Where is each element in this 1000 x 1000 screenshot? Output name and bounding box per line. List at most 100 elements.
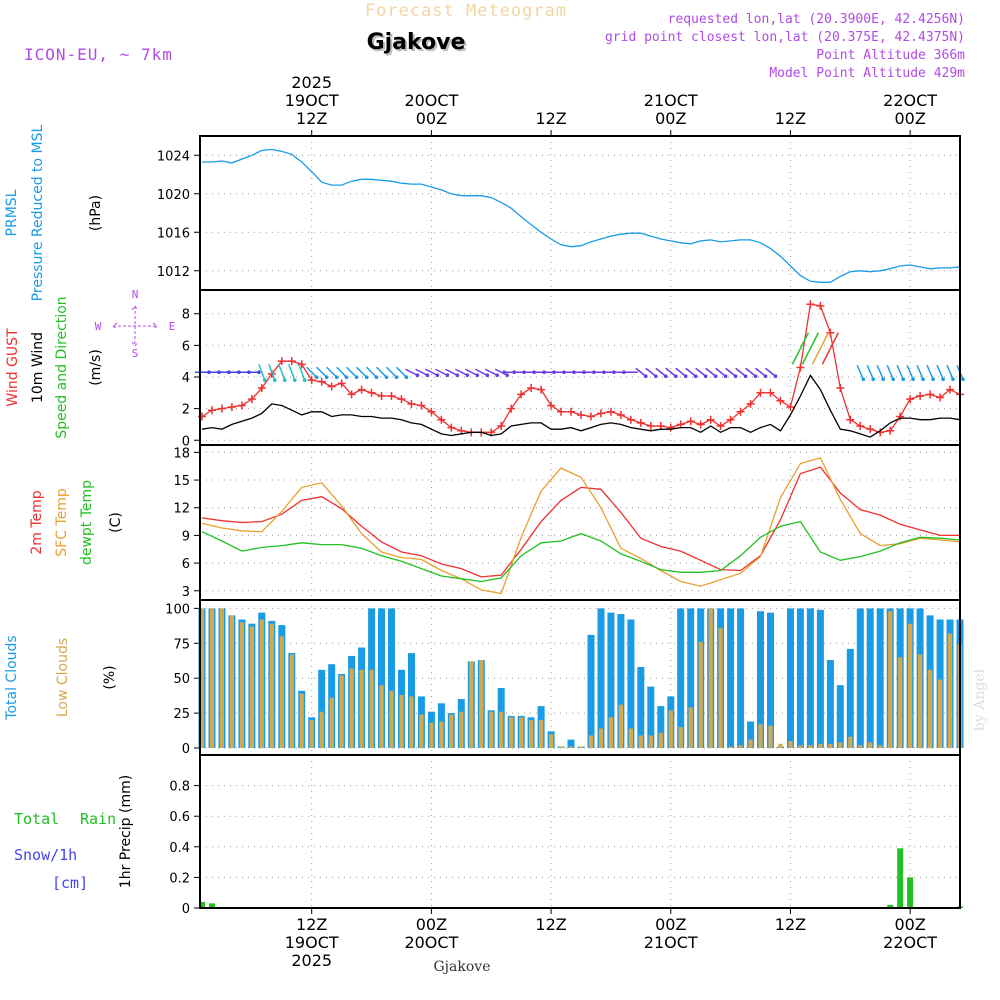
- low-cloud-bar: [439, 721, 444, 748]
- low-cloud-bar: [429, 722, 434, 748]
- precip-bar: [887, 904, 894, 908]
- low-cloud-bar: [888, 611, 893, 748]
- y-tick-label: 0.8: [169, 780, 190, 795]
- y-tick-label: 18: [173, 446, 190, 461]
- low-cloud-bar: [559, 746, 564, 748]
- wind-direction-arrow: [886, 364, 894, 380]
- wind-direction-arrow: [745, 367, 757, 377]
- wind-arrow-head: [445, 373, 450, 378]
- wind-arrow-head: [763, 374, 768, 379]
- total-cloud-bar: [826, 660, 834, 748]
- precip-bar: [897, 848, 904, 908]
- total-cloud-bar: [767, 612, 774, 749]
- gust-marker: [806, 300, 815, 309]
- wind-arrow-head: [572, 370, 576, 375]
- gust-marker: [337, 379, 346, 388]
- gust-marker: [726, 415, 735, 424]
- low-cloud-bar: [259, 619, 264, 748]
- wind-direction-arrow: [484, 368, 498, 376]
- total-cloud-bar: [637, 667, 645, 748]
- wind-direction-arrow: [494, 368, 508, 376]
- wind-direction-arrow: [916, 364, 924, 380]
- time-label: 12Z: [535, 109, 566, 128]
- wind-direction-arrow: [685, 367, 697, 377]
- low-cloud-bar: [449, 714, 454, 748]
- low-cloud-bar: [568, 746, 574, 748]
- low-cloud-bar: [878, 745, 883, 748]
- gust-marker: [207, 406, 216, 415]
- series-line-prmsl: [202, 148, 961, 283]
- wind-arrow-head: [263, 378, 267, 383]
- time-label: 12Z: [296, 915, 327, 934]
- wind-direction-arrow: [705, 367, 717, 377]
- low-cloud-bar: [329, 697, 334, 748]
- low-cloud-bar: [539, 720, 544, 748]
- wind-arrow-head: [465, 373, 470, 378]
- low-cloud-bar: [778, 743, 783, 748]
- low-cloud-bar: [389, 690, 394, 749]
- y-axis-label: 2m Temp: [29, 490, 45, 554]
- gust-marker: [517, 390, 526, 399]
- total-cloud-bar: [597, 608, 605, 748]
- wind-direction-arrow: [725, 367, 737, 377]
- wind-arrow-head: [364, 375, 369, 380]
- gust-marker: [507, 404, 516, 413]
- low-cloud-bar: [808, 745, 813, 748]
- time-label: 19OCT: [285, 91, 339, 110]
- wind-arrow-head: [592, 370, 596, 375]
- time-label: 22OCT: [883, 933, 937, 952]
- model-altitude: Model Point Altitude 429m: [769, 66, 965, 81]
- gust-marker: [696, 420, 705, 429]
- wind-arrow-head: [384, 375, 389, 380]
- total-cloud-bar: [657, 706, 665, 748]
- low-cloud-bar: [578, 746, 584, 748]
- low-cloud-bar: [409, 696, 414, 749]
- wind-direction-arrow: [326, 366, 338, 378]
- low-cloud-bar: [529, 720, 534, 748]
- gust-marker: [537, 385, 546, 394]
- wind-arrow-head: [683, 374, 688, 379]
- wind-arrow-head: [743, 374, 748, 379]
- low-cloud-bar: [309, 720, 314, 748]
- time-label: 20OCT: [404, 91, 458, 110]
- wind-direction-arrow: [258, 363, 266, 381]
- wind-direction-arrow: [336, 366, 348, 378]
- low-cloud-bar: [369, 669, 374, 748]
- panel-frame: [199, 444, 961, 601]
- gust-marker: [357, 385, 366, 394]
- time-label: 12Z: [775, 109, 806, 128]
- y-axis-label: Wind GUST: [5, 328, 21, 407]
- gust-marker: [906, 395, 915, 404]
- unit-label: (m/s): [88, 349, 104, 386]
- wind-arrow-head: [425, 373, 430, 378]
- wind-arrow-head: [435, 373, 440, 378]
- low-cloud-bar: [399, 695, 404, 749]
- total-cloud-bar: [836, 685, 844, 748]
- unit-label: (hPa): [88, 195, 104, 231]
- y-axis-label: Total Clouds: [4, 635, 20, 720]
- total-cloud-bar: [378, 608, 385, 748]
- low-cloud-bar: [628, 728, 633, 748]
- compass-s: S: [132, 347, 139, 360]
- low-cloud-bar: [718, 627, 723, 748]
- gust-marker: [646, 422, 655, 431]
- total-cloud-bar: [617, 614, 625, 749]
- gust-marker: [497, 422, 506, 431]
- wind-arrow-head: [941, 377, 945, 382]
- low-cloud-bar: [359, 669, 364, 748]
- low-cloud-bar: [469, 661, 474, 748]
- low-cloud-bar: [798, 745, 803, 748]
- wind-arrow-head: [324, 375, 329, 380]
- wind-direction-arrow: [946, 364, 954, 380]
- gust-marker: [407, 399, 416, 408]
- chart-title: Forecast Meteogram: [365, 1, 567, 21]
- low-cloud-bar: [838, 742, 843, 748]
- time-label: 20OCT: [404, 933, 458, 952]
- gust-marker: [576, 410, 585, 419]
- y-tick-label: 4: [182, 371, 190, 386]
- wind-arrow-head: [951, 377, 955, 382]
- total-cloud-bar: [866, 608, 874, 748]
- low-cloud-bar: [688, 707, 693, 748]
- time-label: 21OCT: [644, 933, 698, 952]
- wind-direction-arrow: [665, 367, 677, 377]
